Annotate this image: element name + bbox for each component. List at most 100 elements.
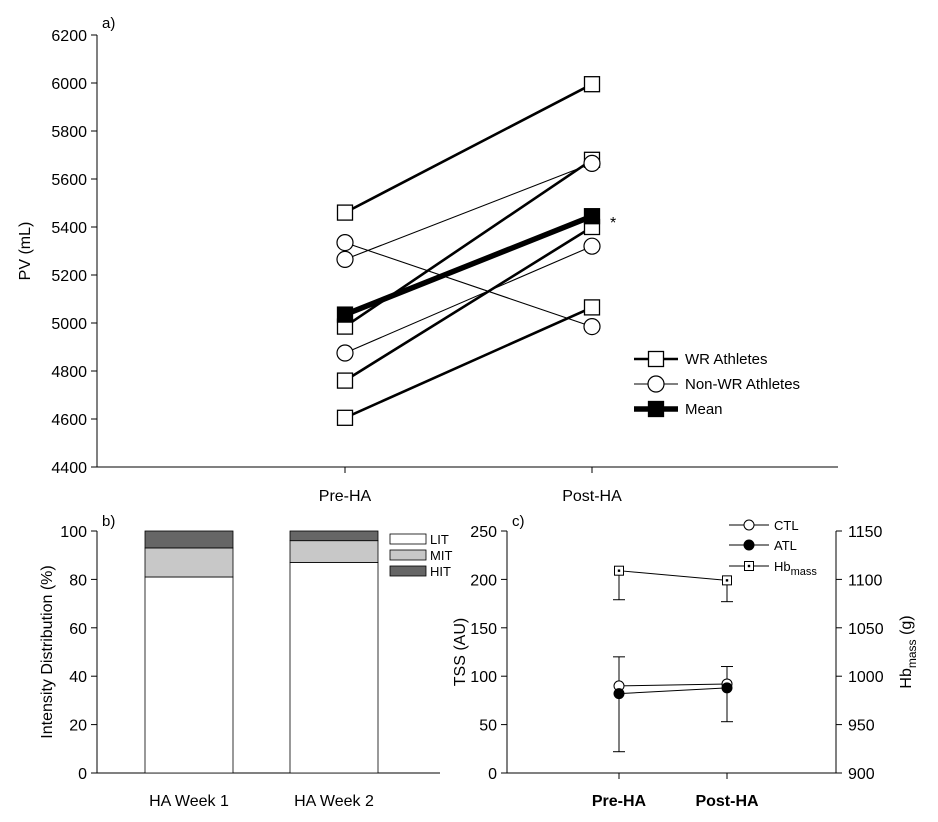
- y-tick-label: 5800: [51, 124, 87, 141]
- data-point-circle: [721, 682, 733, 694]
- y-tick-label: 4800: [51, 364, 87, 381]
- data-point-square-dot: [617, 569, 621, 572]
- legend-label-main: ATL: [774, 538, 797, 553]
- data-point-square: [583, 299, 601, 316]
- y-axis-label: PV (mL): [17, 222, 34, 281]
- panel-b: 0 20 40 60 80 100 HA Week 1 HA Week 2 Intensity …: [39, 513, 452, 810]
- y-tick-label: 50: [479, 718, 497, 735]
- y-tick-label: 60: [69, 621, 87, 638]
- series-line: [344, 245, 593, 354]
- legend-label: Mean: [685, 401, 723, 418]
- legend-label: WR Athletes: [685, 351, 768, 368]
- data-point-square: [583, 208, 601, 225]
- y-tick-label: 0: [488, 766, 497, 783]
- y-tick-label: 100: [470, 669, 497, 686]
- data-point-circle: [583, 237, 601, 255]
- data-point-square: [583, 76, 601, 93]
- panel-label: a): [102, 15, 115, 32]
- panel-label: c): [512, 513, 525, 530]
- legend-label: Hbmass: [774, 559, 817, 578]
- series-line: [618, 570, 728, 581]
- x-tick-label: Post-HA: [695, 793, 759, 810]
- x-tick-label: Pre-HA: [592, 793, 647, 810]
- y-tick-label: 6000: [51, 76, 87, 93]
- stacked-bar-segment: [289, 540, 379, 563]
- legend-label-sub: mass: [791, 566, 818, 578]
- legend-marker-square: [647, 400, 665, 418]
- series-line: [618, 687, 728, 695]
- series-line: [344, 162, 593, 260]
- significance-annotation: *: [610, 215, 616, 232]
- legend-label: LIT: [430, 532, 449, 547]
- x-tick-label: Post-HA: [562, 488, 622, 505]
- legend-marker-circle: [647, 375, 665, 393]
- y-tick-label: 250: [470, 524, 497, 541]
- legend-label: HIT: [430, 564, 451, 579]
- data-point-square: [336, 372, 354, 389]
- y-tick-label: 5200: [51, 268, 87, 285]
- y-tick-label: 40: [69, 669, 87, 686]
- y-tick-label: 4600: [51, 412, 87, 429]
- x-tick-label: Pre-HA: [319, 488, 372, 505]
- panel-label: b): [102, 513, 115, 530]
- y-axis-label: Intensity Distribution (%): [39, 565, 56, 738]
- panel-c: 0 50 100 150 200 250 900 950 1000 1050 1100 1150 Pre…: [452, 513, 919, 810]
- stacked-bar-segment: [289, 562, 379, 774]
- y-tick-label: 6200: [51, 28, 87, 45]
- legend-marker-circle: [743, 519, 755, 531]
- y2-axis-label-main: Hb: [898, 668, 915, 689]
- y-tick-label: 20: [69, 718, 87, 735]
- legend-label: MIT: [430, 548, 452, 563]
- y-tick-label: 5600: [51, 172, 87, 189]
- data-point-circle: [613, 688, 625, 700]
- y-axis-label: TSS (AU): [452, 618, 469, 686]
- legend-label-main: CTL: [774, 518, 799, 533]
- y-tick-label: 100: [60, 524, 87, 541]
- data-point-circle: [336, 344, 354, 362]
- y2-tick-label: 950: [848, 718, 875, 735]
- panel-a: 4400 4600 4800 5000 5200 5400 5600 5800 6000 6200…: [17, 15, 838, 505]
- legend-marker-circle: [743, 539, 755, 551]
- stacked-bar-segment: [144, 547, 234, 578]
- series-line: [344, 225, 593, 382]
- stacked-bar-segment: [144, 530, 234, 549]
- series-line: [618, 683, 728, 687]
- legend-marker-square: [647, 350, 665, 368]
- data-point-square: [336, 204, 354, 221]
- x-tick-label: HA Week 2: [294, 793, 374, 810]
- legend-label-main: Hb: [774, 559, 791, 574]
- stacked-bar-segment: [289, 530, 379, 542]
- x-tick-label: HA Week 1: [149, 793, 229, 810]
- legend-swatch: [389, 565, 427, 577]
- y-tick-label: 0: [78, 766, 87, 783]
- y-tick-label: 150: [470, 621, 497, 638]
- series-line: [344, 306, 593, 419]
- y2-tick-label: 900: [848, 766, 875, 783]
- y-tick-label: 4400: [51, 460, 87, 477]
- data-point-circle: [336, 250, 354, 268]
- legend-marker-square-dot: [747, 564, 751, 568]
- data-point-square: [336, 306, 354, 323]
- data-point-circle: [583, 154, 601, 172]
- y2-tick-label: 1050: [848, 621, 884, 638]
- legend-label: Non-WR Athletes: [685, 376, 800, 393]
- y-tick-label: 80: [69, 572, 87, 589]
- series-line: [344, 242, 593, 328]
- legend-label: ATL: [774, 538, 797, 553]
- y2-tick-label: 1150: [848, 524, 883, 541]
- series-line: [344, 83, 593, 214]
- series-line: [343, 213, 594, 318]
- legend-label: CTL: [774, 518, 799, 533]
- stacked-bar-segment: [144, 576, 234, 774]
- data-point-square-dot: [725, 579, 729, 582]
- y2-axis-label-unit: (g): [898, 615, 915, 639]
- legend-swatch: [389, 533, 427, 545]
- y2-tick-label: 1100: [848, 572, 883, 589]
- data-point-circle: [583, 318, 601, 336]
- y2-tick-label: 1000: [848, 669, 884, 686]
- data-point-circle: [336, 234, 354, 252]
- y2-axis-label-sub: mass: [905, 639, 919, 668]
- y-tick-label: 200: [470, 572, 497, 589]
- y-tick-label: 5400: [51, 220, 87, 237]
